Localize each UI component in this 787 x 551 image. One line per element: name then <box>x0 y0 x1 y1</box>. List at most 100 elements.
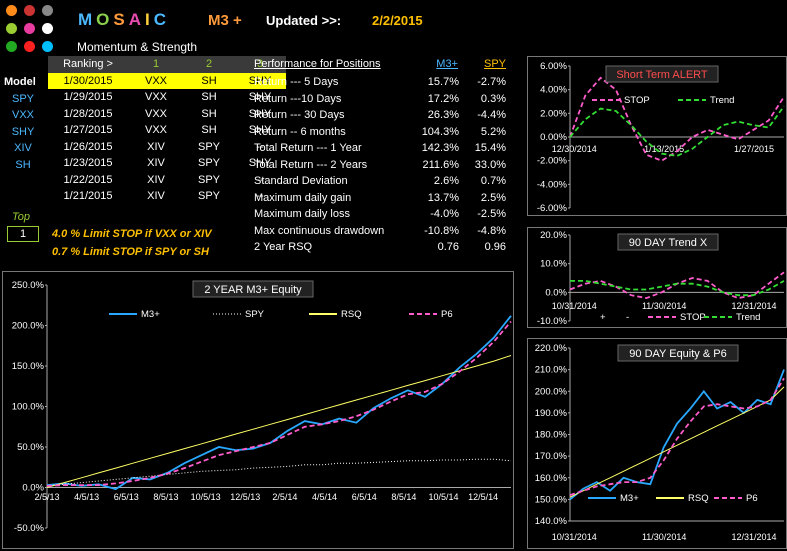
logo-dot <box>24 41 35 52</box>
ranking-cell: SPY <box>197 140 220 153</box>
ranking-cell: XIV <box>147 157 165 170</box>
series-line <box>570 280 785 297</box>
ranking-row-label[interactable] <box>0 190 46 207</box>
y-tick-label: 2.00% <box>540 108 567 119</box>
x-tick-label: 10/5/13 <box>191 492 221 502</box>
updated-date: 2/2/2015 <box>372 13 423 28</box>
ranking-header-cell: 3 <box>234 56 286 73</box>
performance-m3-value: -4.0% <box>430 208 459 220</box>
ranking-row-label[interactable]: SH <box>15 158 31 171</box>
legend-label: Trend <box>736 312 760 323</box>
performance-m3-value: 26.3% <box>427 109 459 121</box>
logo-dot <box>6 41 17 52</box>
ranking-cell: SH <box>201 107 217 120</box>
ranking-cell: -- <box>256 173 264 186</box>
ranking-row-label[interactable]: SPY <box>11 92 34 105</box>
ranking-cell: XIV <box>147 173 165 186</box>
ranking-row-label[interactable]: SHY <box>11 125 35 138</box>
title-letter: M <box>78 10 97 29</box>
col-spy: SPY <box>483 58 506 70</box>
ranking-cell: SPY <box>197 157 220 170</box>
y-tick-label: -2.00% <box>537 156 568 167</box>
performance-m3-value: 0.76 <box>437 241 459 253</box>
ranking-cell: VXX <box>144 91 167 104</box>
logo-dot <box>42 41 53 52</box>
x-tick-label: 10/31/2014 <box>552 301 597 311</box>
chart-title: Short Term ALERT <box>616 69 708 81</box>
series-line <box>569 271 785 300</box>
x-tick-label: 11/30/2014 <box>642 301 686 311</box>
ranking-row: 1/29/2015 VXX SH SHY <box>48 89 286 106</box>
ranking-row-label[interactable] <box>0 173 46 190</box>
ranking-cell: SHY <box>248 107 272 120</box>
col-m3: M3+ <box>436 58 458 70</box>
equity-chart: -50.0% 0.0% 50.0% 100.0% 150.0% 200.0% 250.0% 2… <box>12 280 512 534</box>
limit-stop-spy: 0.7 % Limit STOP if SPY or SH <box>52 246 209 258</box>
y-tick-label: 200.0% <box>12 321 45 332</box>
performance-label: Maximum daily gain <box>254 191 352 204</box>
performance-m3-value: 142.3% <box>421 142 459 154</box>
y-tick-label: 220.0% <box>535 343 568 354</box>
ranking-cell: VXX <box>144 107 167 120</box>
ranking-cell: SHY <box>234 72 286 89</box>
ranking-row: 1/21/2015 XIV SPY -- <box>48 188 286 205</box>
ranking-row: 1/28/2015 VXX SH SHY <box>48 106 286 123</box>
ranking-row-label[interactable]: VXX <box>11 109 34 121</box>
performance-spy-value: 0.3% <box>480 92 506 105</box>
y-tick-label: 6.00% <box>540 61 567 72</box>
legend-label: P6 <box>746 493 758 504</box>
equity-chart-panel: -50.0% 0.0% 50.0% 100.0% 150.0% 200.0% 250.0% 2… <box>2 271 514 549</box>
performance-spy-value: -4.8% <box>477 224 506 237</box>
performance-title: Performance for Positions <box>254 58 381 70</box>
x-tick-label: 10/31/2014 <box>552 532 597 542</box>
y-tick-label: 190.0% <box>535 408 568 419</box>
series-line <box>569 369 785 501</box>
ranking-row-label[interactable]: XIV <box>14 142 32 154</box>
ranking-row: 1/26/2015 XIV SPY -- <box>48 139 286 156</box>
x-tick-label: 10/5/14 <box>428 492 458 502</box>
performance-m3-value: 13.7% <box>427 191 459 204</box>
chart-title: 90 DAY Equity & P6 <box>629 348 726 360</box>
x-tick-label: 4/5/13 <box>74 492 99 502</box>
y-tick-label: 200.0% <box>535 386 568 397</box>
ranking-cell: 1/30/2015 <box>48 72 128 89</box>
y-tick-label: 0.00% <box>540 132 567 143</box>
performance-label: Max continuous drawdown <box>254 224 385 237</box>
x-tick-label: 6/5/13 <box>114 492 139 502</box>
equity-p6-chart: 140.0% 150.0% 160.0% 170.0% 180.0% 190.0% 200.… <box>535 343 785 542</box>
ranking-cell: SHY <box>248 124 272 137</box>
top-input[interactable]: 1 <box>7 226 39 242</box>
y-tick-label: 180.0% <box>535 430 568 441</box>
chart-title-box <box>617 344 739 362</box>
legend-label: - <box>626 312 629 323</box>
series-line <box>569 105 785 157</box>
legend-label: STOP <box>624 95 650 106</box>
trend-chart-panel: -10.0% 0.0% 10.0% 20.0% 10/31/2014 11/30/2014… <box>527 227 787 328</box>
logo-dot <box>42 23 53 34</box>
ranking-cell: 1/23/2015 <box>63 157 113 170</box>
performance-m3-value: -10.8% <box>424 224 459 237</box>
title-letter: C <box>153 10 171 29</box>
legend-label: M3+ <box>620 493 639 504</box>
y-tick-label: 20.0% <box>540 230 567 241</box>
performance-m3-value: 211.6% <box>422 158 460 171</box>
legend-label: M3+ <box>141 309 160 320</box>
ranking-cell: 1/21/2015 <box>63 190 113 203</box>
logo-dot <box>6 23 17 34</box>
performance-table: Performance for Positions M3+ SPY Return… <box>254 58 524 263</box>
y-tick-label: 170.0% <box>535 451 568 462</box>
x-tick-label: 12/5/14 <box>468 492 498 502</box>
ranking-cell: SH <box>201 91 217 104</box>
ranking-cell: 1/29/2015 <box>63 91 113 104</box>
ranking-cell: -- <box>256 140 264 153</box>
ranking-cell: 1/28/2015 <box>63 107 113 120</box>
performance-spy-value: 5.2% <box>480 125 506 138</box>
x-tick-label: 1/13/2015 <box>644 144 684 154</box>
performance-spy-value: 0.96 <box>484 241 506 253</box>
legend-label: P6 <box>441 309 453 320</box>
x-tick-label: 12/31/2014 <box>732 532 777 542</box>
chart-title-box <box>605 65 719 83</box>
x-tick-label: 4/5/14 <box>312 492 337 502</box>
ranking-table: Ranking >1 2 3 1/30/2015 VXX SH SHY 1/29/2015 VX… <box>48 56 286 205</box>
ranking-row-label[interactable]: Model <box>4 76 36 88</box>
